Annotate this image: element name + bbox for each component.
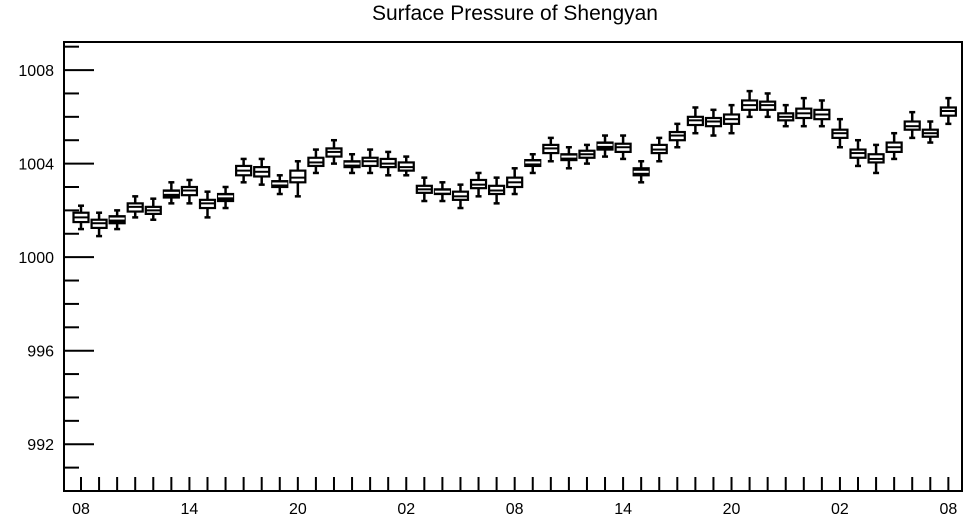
box-plot <box>506 167 524 196</box>
box-plot <box>614 134 632 161</box>
box-plot <box>180 178 199 205</box>
x-tick-label: 02 <box>831 501 849 518</box>
box-plots <box>72 89 957 238</box>
box-body <box>162 189 180 199</box>
box-plot <box>343 153 361 175</box>
box-plot <box>722 103 741 135</box>
box-plot <box>668 122 686 149</box>
box-plot <box>307 148 325 175</box>
box-plot <box>524 153 542 175</box>
x-axis-ticks: 08 14 20 02 08 14 20 02 08 <box>72 477 957 518</box>
box-plot <box>939 96 957 126</box>
x-tick-label: 08 <box>506 501 524 518</box>
box-plot <box>433 181 451 203</box>
y-tick-label: 992 <box>27 437 54 454</box>
box-plot <box>560 145 578 170</box>
plot-frame <box>63 41 963 492</box>
box-body <box>216 192 235 203</box>
y-tick-label: 1000 <box>18 250 54 267</box>
x-tick-label: 08 <box>72 501 90 518</box>
x-tick-label: 20 <box>723 501 741 518</box>
box-body <box>596 141 614 151</box>
box-plot <box>415 176 433 203</box>
box-plot <box>126 195 144 219</box>
box-plot <box>90 211 108 238</box>
box-plot <box>72 204 90 231</box>
box-plot <box>686 106 704 135</box>
x-tick-label: 20 <box>289 501 307 518</box>
box-plot <box>795 96 813 128</box>
box-plot <box>632 160 650 184</box>
x-tick-label: 08 <box>939 501 957 518</box>
y-axis-ticks: 992 996 1000 1004 1008 <box>18 45 94 469</box>
box-plot <box>831 117 849 149</box>
box-plot <box>578 143 596 165</box>
box-plot <box>885 131 903 161</box>
box-plot <box>921 120 939 144</box>
chart-title: Surface Pressure of Shengyan <box>371 2 658 25</box>
box-plot <box>108 209 126 231</box>
box-plot <box>903 110 921 140</box>
box-plot <box>361 148 379 175</box>
box-plot <box>777 103 795 128</box>
box-plot <box>198 190 217 219</box>
box-plot <box>325 138 343 165</box>
box-plot <box>650 136 668 163</box>
x-tick-label: 14 <box>181 501 199 518</box>
box-plot <box>216 185 235 210</box>
box-plot <box>759 92 777 119</box>
box-plot <box>704 108 723 137</box>
y-tick-label: 1008 <box>18 63 54 80</box>
y-tick-label: 1004 <box>18 157 54 174</box>
box-plot <box>379 150 397 177</box>
box-body <box>108 215 126 225</box>
box-plot <box>253 157 271 186</box>
box-plot <box>596 134 614 158</box>
x-tick-label: 14 <box>614 501 632 518</box>
box-plot <box>740 89 759 119</box>
box-plot <box>144 197 162 221</box>
box-plot <box>235 157 253 184</box>
box-plot <box>849 138 867 168</box>
y-tick-label: 996 <box>27 344 54 361</box>
box-body <box>289 169 307 184</box>
box-plot <box>271 174 289 196</box>
box-plot <box>813 99 831 128</box>
box-plot <box>469 171 488 198</box>
box-plot <box>542 136 560 163</box>
box-plot <box>289 160 307 198</box>
box-plot <box>488 176 506 205</box>
box-plot <box>162 181 180 205</box>
box-plot <box>451 183 470 210</box>
box-plot <box>397 155 415 177</box>
box-plot <box>867 143 885 175</box>
x-tick-label: 02 <box>397 501 415 518</box>
